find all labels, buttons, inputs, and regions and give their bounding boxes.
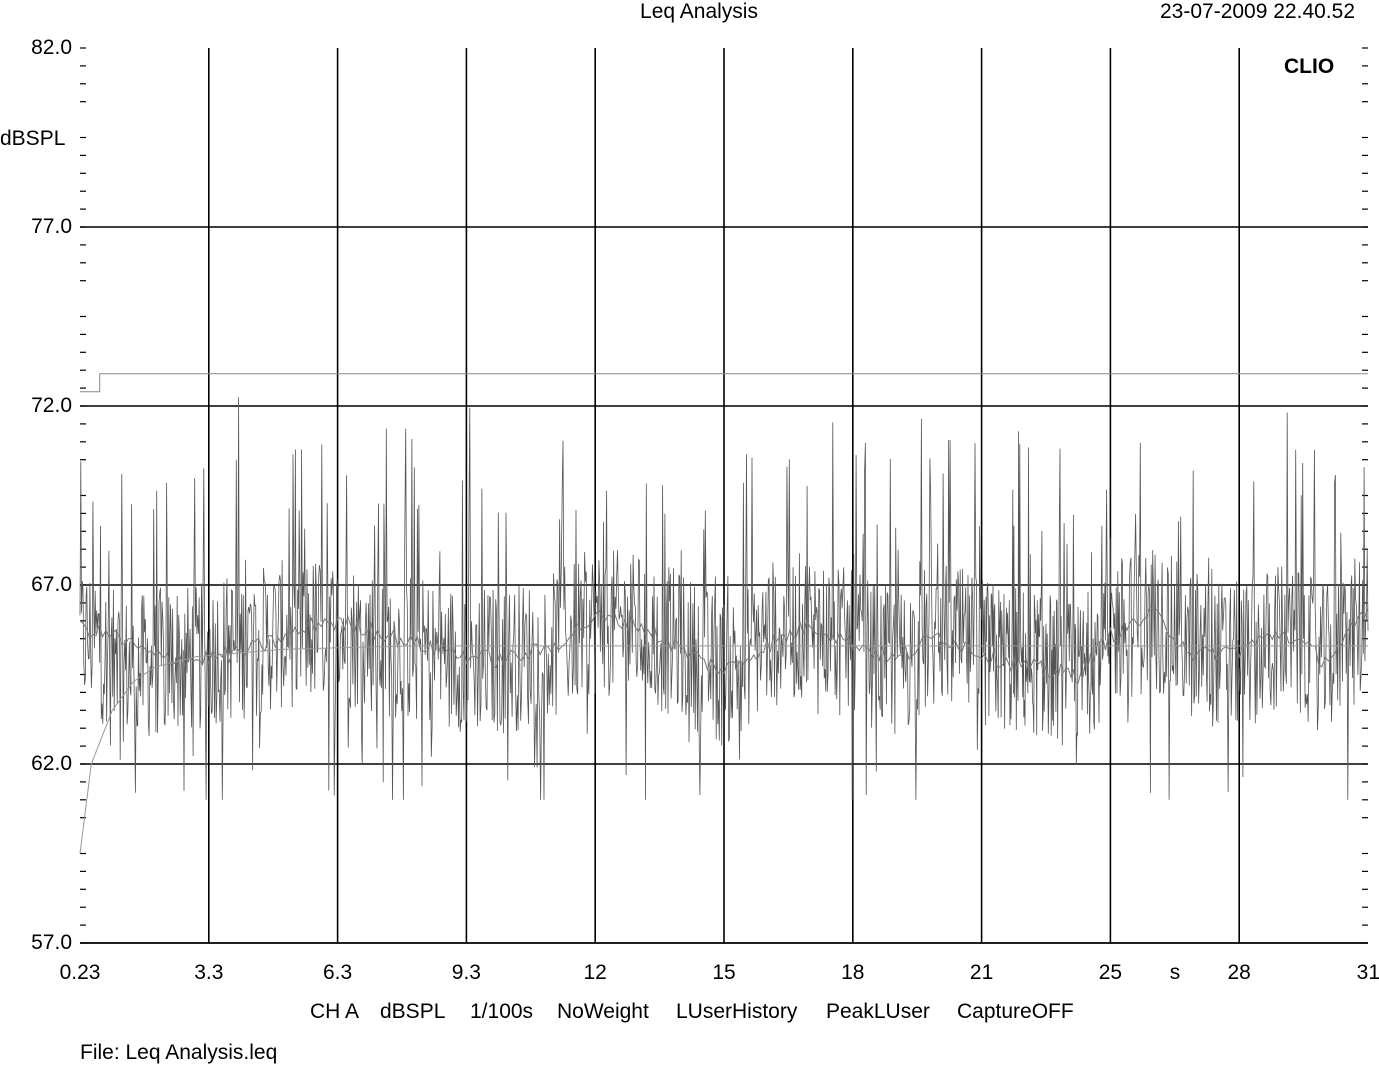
setting-history: LUserHistory (676, 1000, 798, 1023)
x-tick-label: 28 (1227, 961, 1251, 984)
x-tick-label: 3.3 (194, 961, 224, 984)
y-tick-label: 72.0 (31, 394, 72, 417)
setting-capture: CaptureOFF (957, 1000, 1074, 1023)
series-peak-hold (80, 373, 1368, 393)
series-short-term-leq (79, 605, 1369, 684)
x-tick-label: 6.3 (322, 961, 353, 984)
traces (79, 373, 1369, 854)
series-total-leq (79, 645, 1368, 854)
y-tick-label: 82.0 (31, 36, 72, 59)
chart-timestamp: 23-07-2009 22.40.52 (1160, 0, 1355, 23)
y-axis-label: dBSPL (0, 127, 66, 150)
x-tick-label: 15 (712, 961, 736, 984)
y-tick-label: 67.0 (31, 573, 72, 596)
setting-weighting: NoWeight (557, 1000, 649, 1023)
setting-units: dBSPL (380, 1000, 446, 1023)
brand-label: CLIO (1284, 55, 1335, 78)
setting-channel: CH A (310, 1000, 360, 1023)
x-tick-label: 31 (1356, 961, 1379, 984)
file-name: File: Leq Analysis.leq (80, 1041, 278, 1064)
series-instantaneous-level (79, 397, 1369, 800)
x-tick-label: 25 (1098, 961, 1123, 984)
setting-peak: PeakLUser (826, 1000, 930, 1023)
x-tick-label: 21 (969, 961, 994, 984)
x-tick-label: 9.3 (451, 961, 481, 984)
setting-resolution: 1/100s (470, 1000, 534, 1023)
y-tick-label: 77.0 (31, 215, 72, 238)
chart-title: Leq Analysis (640, 0, 758, 23)
x-tick-label: 12 (583, 961, 607, 984)
y-tick-label: 62.0 (31, 752, 72, 775)
x-tick-label: 0.23 (59, 961, 101, 984)
x-tick-label: 18 (841, 961, 865, 984)
x-axis-unit-label: s (1169, 961, 1181, 984)
y-tick-label: 57.0 (31, 931, 72, 954)
